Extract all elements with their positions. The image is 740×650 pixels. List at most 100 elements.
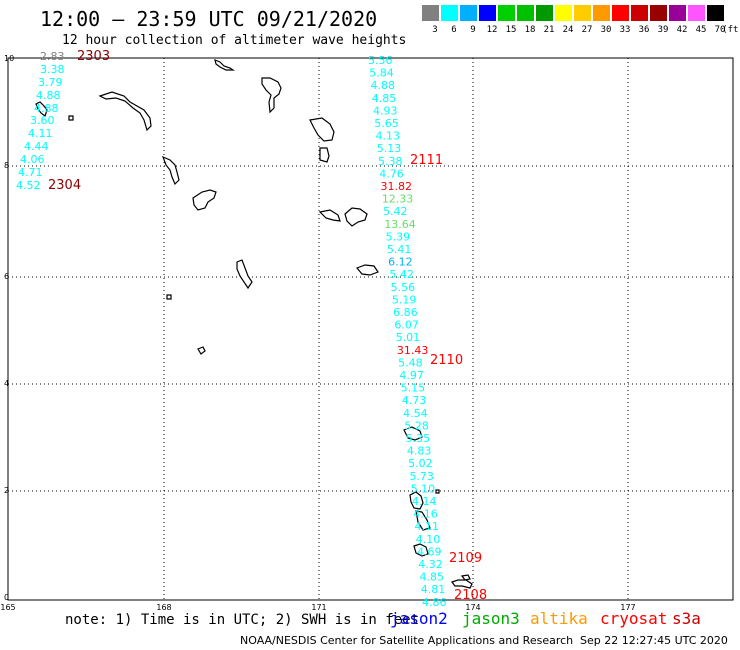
x-axis-tick-label: 177 — [620, 603, 635, 612]
atoll-outline — [68, 115, 74, 121]
pass-time-label: 2110 — [430, 353, 463, 368]
wave-height-value: 5.56 — [391, 281, 416, 294]
wave-height-value: 4.10 — [416, 533, 441, 546]
wave-height-value: 4.97 — [399, 369, 424, 382]
satellite-cryosat-label: cryosat — [600, 609, 668, 628]
legend-label: 39 — [657, 25, 669, 35]
x-axis-tick-label: 165 — [0, 603, 15, 612]
atoll-outline — [197, 346, 206, 355]
atoll-outline — [435, 489, 440, 494]
y-axis-tick-label: 2 — [4, 486, 9, 495]
wave-height-value: 4.81 — [421, 583, 446, 596]
wave-height-value: 6.07 — [394, 319, 419, 332]
legend-swatch — [707, 5, 724, 21]
wave-height-value: 4.32 — [418, 558, 443, 571]
wave-height-value: 5.01 — [396, 331, 421, 344]
satellite-s3a-label: s3a — [672, 609, 701, 628]
pass-time-label: 2109 — [449, 551, 482, 566]
atoll-outline — [451, 579, 473, 589]
legend-label: 45 — [695, 25, 707, 35]
atoll-outline — [319, 147, 330, 163]
pass-time-label: 2108 — [454, 588, 487, 603]
wave-height-value: 3.79 — [38, 76, 63, 89]
atoll-outline — [460, 574, 471, 581]
atoll-outline — [309, 117, 335, 142]
satellite-jason3-label: jason3 — [462, 609, 520, 628]
legend-label: 21 — [543, 25, 555, 35]
wave-height-value: 5.84 — [369, 67, 394, 80]
wave-height-value: 4.88 — [34, 102, 59, 115]
wave-height-value: 5.28 — [404, 419, 429, 432]
legend-swatch — [593, 5, 610, 21]
wave-height-value: 4.54 — [403, 407, 428, 420]
satellite-jason2-label: jason2 — [390, 609, 448, 628]
legend-label: 70 — [714, 25, 726, 35]
generated-timestamp: Sep 22 12:27:45 UTC 2020 — [580, 634, 728, 647]
y-axis-tick-label: 8 — [4, 161, 9, 170]
legend-swatch — [536, 5, 553, 21]
wave-height-value: 4.16 — [413, 508, 438, 521]
wave-height-value: 5.56 — [368, 54, 393, 67]
x-axis-tick-label: 168 — [156, 603, 171, 612]
legend-swatch — [669, 5, 686, 21]
wave-height-value: 5.10 — [411, 482, 436, 495]
legend-swatch — [574, 5, 591, 21]
map-frame — [7, 57, 734, 601]
wave-height-value: 4.86 — [422, 596, 447, 609]
wave-height-value: 4.44 — [24, 140, 49, 153]
legend-label: 33 — [619, 25, 631, 35]
y-axis-tick-label: 4 — [4, 379, 9, 388]
wave-height-value: 4.52 — [16, 179, 41, 192]
legend-label: 15 — [505, 25, 517, 35]
wave-height-value: 4.83 — [407, 445, 432, 458]
wave-height-value: 5.42 — [383, 205, 408, 218]
wave-height-value: 4.13 — [376, 130, 401, 143]
page-subtitle: 12 hour collection of altimeter wave hei… — [62, 33, 407, 48]
legend-label: 24 — [562, 25, 574, 35]
wave-height-value: 13.64 — [384, 218, 416, 231]
legend-label: 3 — [432, 25, 438, 35]
atoll-outline — [415, 510, 431, 531]
legend-label: 42 — [676, 25, 688, 35]
atoll-outline — [35, 101, 48, 117]
wave-height-value: 31.43 — [397, 344, 429, 357]
legend-swatch — [517, 5, 534, 21]
wave-height-value: 3.60 — [30, 114, 55, 127]
wave-height-value: 4.88 — [371, 79, 396, 92]
legend-swatch — [631, 5, 648, 21]
wave-height-value: 4.85 — [419, 571, 444, 584]
wave-height-value: 12.33 — [382, 193, 414, 206]
atoll-outline — [355, 264, 379, 276]
wave-height-value: 4.14 — [412, 495, 437, 508]
legend-swatch — [650, 5, 667, 21]
atoll-outline — [192, 189, 217, 211]
wave-height-value: 4.69 — [417, 545, 442, 558]
x-axis-tick-label: 174 — [465, 603, 480, 612]
legend-label: 18 — [524, 25, 536, 35]
page-title: 12:00 – 23:59 UTC 09/21/2020 — [40, 7, 378, 31]
atoll-outline — [98, 91, 152, 132]
wave-height-value: 5.41 — [387, 243, 412, 256]
atoll-outline — [261, 77, 282, 114]
wave-height-value: 5.73 — [409, 470, 434, 483]
x-axis-tick-label: 171 — [311, 603, 326, 612]
wave-height-value: 5.65 — [374, 117, 399, 130]
legend-swatch — [460, 5, 477, 21]
legend-swatch — [498, 5, 515, 21]
credit-line: NOAA/NESDIS Center for Satellite Applica… — [240, 634, 574, 647]
y-axis-tick-label: 10 — [4, 54, 14, 63]
wave-height-value: 5.13 — [377, 142, 402, 155]
atoll-outline — [318, 209, 341, 222]
legend-label: 36 — [638, 25, 650, 35]
y-axis-tick-label: 6 — [4, 272, 9, 281]
pass-time-label: 2304 — [48, 178, 81, 193]
atoll-outline — [214, 59, 235, 71]
legend-label: 12 — [486, 25, 498, 35]
legend-label: 27 — [581, 25, 593, 35]
legend-label: 9 — [470, 25, 476, 35]
wave-height-value: 5.48 — [398, 356, 423, 369]
atoll-outline — [166, 294, 172, 300]
satellite-altika-label: altika — [530, 609, 588, 628]
